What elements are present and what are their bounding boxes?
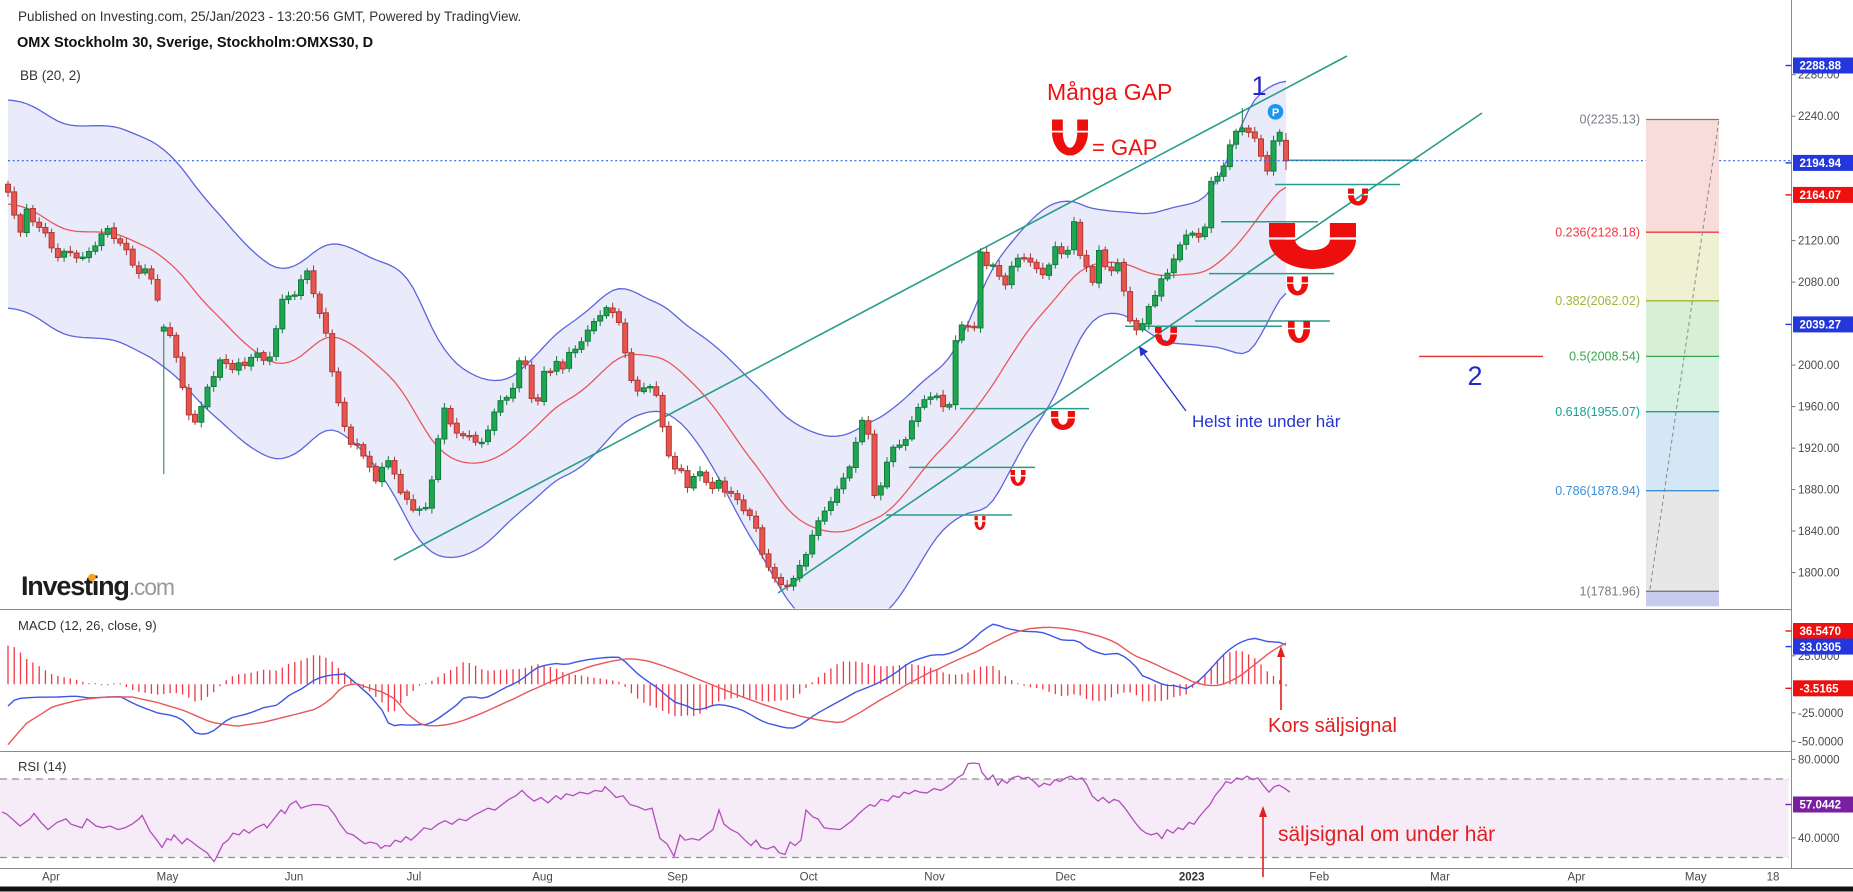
svg-text:Helst inte under här: Helst inte under här bbox=[1192, 412, 1341, 431]
svg-text:Feb: Feb bbox=[1309, 872, 1329, 884]
svg-text:Många GAP: Många GAP bbox=[1047, 79, 1172, 105]
svg-text:2080.00: 2080.00 bbox=[1798, 277, 1840, 289]
svg-text:2240.00: 2240.00 bbox=[1798, 111, 1840, 123]
svg-text:2000.00: 2000.00 bbox=[1798, 360, 1840, 372]
svg-text:= GAP: = GAP bbox=[1092, 135, 1157, 160]
svg-text:1960.00: 1960.00 bbox=[1798, 402, 1840, 414]
svg-text:2023: 2023 bbox=[1179, 872, 1205, 884]
svg-text:Dec: Dec bbox=[1055, 872, 1076, 884]
svg-text:RSI (14): RSI (14) bbox=[18, 759, 66, 774]
svg-text:Apr: Apr bbox=[42, 872, 60, 884]
svg-text:18: 18 bbox=[1767, 872, 1780, 884]
svg-text:2288.88: 2288.88 bbox=[1800, 61, 1842, 73]
svg-text:Kors säljsignal: Kors säljsignal bbox=[1268, 715, 1397, 737]
svg-text:57.0442: 57.0442 bbox=[1800, 800, 1842, 812]
svg-text:Published on Investing.com, 25: Published on Investing.com, 25/Jan/2023 … bbox=[18, 9, 521, 24]
svg-text:P: P bbox=[1272, 107, 1279, 119]
svg-text:36.5470: 36.5470 bbox=[1800, 626, 1842, 638]
svg-text:0.618(1955.07): 0.618(1955.07) bbox=[1555, 405, 1640, 419]
svg-text:Jun: Jun bbox=[285, 872, 304, 884]
svg-text:-3.5165: -3.5165 bbox=[1800, 684, 1840, 696]
svg-text:33.0305: 33.0305 bbox=[1800, 642, 1842, 654]
svg-text:1920.00: 1920.00 bbox=[1798, 443, 1840, 455]
svg-text:1: 1 bbox=[1251, 71, 1266, 101]
svg-text:OMX Stockholm 30, Sverige, Sto: OMX Stockholm 30, Sverige, Stockholm:OMX… bbox=[17, 35, 373, 51]
svg-text:0.5(2008.54): 0.5(2008.54) bbox=[1569, 350, 1640, 364]
svg-text:-50.0000: -50.0000 bbox=[1798, 736, 1843, 748]
svg-text:1(1781.96): 1(1781.96) bbox=[1580, 585, 1640, 599]
svg-text:80.0000: 80.0000 bbox=[1798, 754, 1840, 766]
svg-text:2194.94: 2194.94 bbox=[1800, 158, 1842, 170]
svg-text:2: 2 bbox=[1467, 361, 1482, 391]
svg-text:0(2235.13): 0(2235.13) bbox=[1580, 113, 1640, 127]
svg-text:0.236(2128.18): 0.236(2128.18) bbox=[1555, 225, 1640, 239]
svg-text:40.0000: 40.0000 bbox=[1798, 833, 1840, 845]
svg-text:2120.00: 2120.00 bbox=[1798, 236, 1840, 248]
svg-text:BB (20, 2): BB (20, 2) bbox=[20, 68, 81, 83]
svg-text:2164.07: 2164.07 bbox=[1800, 190, 1842, 202]
svg-text:Apr: Apr bbox=[1567, 872, 1585, 884]
svg-text:Jul: Jul bbox=[407, 872, 422, 884]
svg-text:Aug: Aug bbox=[532, 872, 552, 884]
svg-text:Nov: Nov bbox=[924, 872, 945, 884]
svg-text:-25.0000: -25.0000 bbox=[1798, 708, 1843, 720]
svg-text:säljsignal om under här: säljsignal om under här bbox=[1278, 823, 1495, 846]
svg-text:Mar: Mar bbox=[1430, 872, 1450, 884]
svg-text:May: May bbox=[1685, 872, 1707, 884]
svg-text:MACD (12, 26, close, 9): MACD (12, 26, close, 9) bbox=[18, 618, 157, 633]
svg-text:0.382(2062.02): 0.382(2062.02) bbox=[1555, 294, 1640, 308]
svg-text:1800.00: 1800.00 bbox=[1798, 568, 1840, 580]
svg-text:1880.00: 1880.00 bbox=[1798, 485, 1840, 497]
svg-text:1840.00: 1840.00 bbox=[1798, 526, 1840, 538]
svg-text:Sep: Sep bbox=[667, 872, 687, 884]
svg-text:May: May bbox=[157, 872, 179, 884]
svg-text:Investing.com: Investing.com bbox=[21, 571, 174, 601]
svg-text:0.786(1878.94): 0.786(1878.94) bbox=[1555, 484, 1640, 498]
svg-text:2039.27: 2039.27 bbox=[1800, 320, 1842, 332]
svg-text:Oct: Oct bbox=[800, 872, 819, 884]
